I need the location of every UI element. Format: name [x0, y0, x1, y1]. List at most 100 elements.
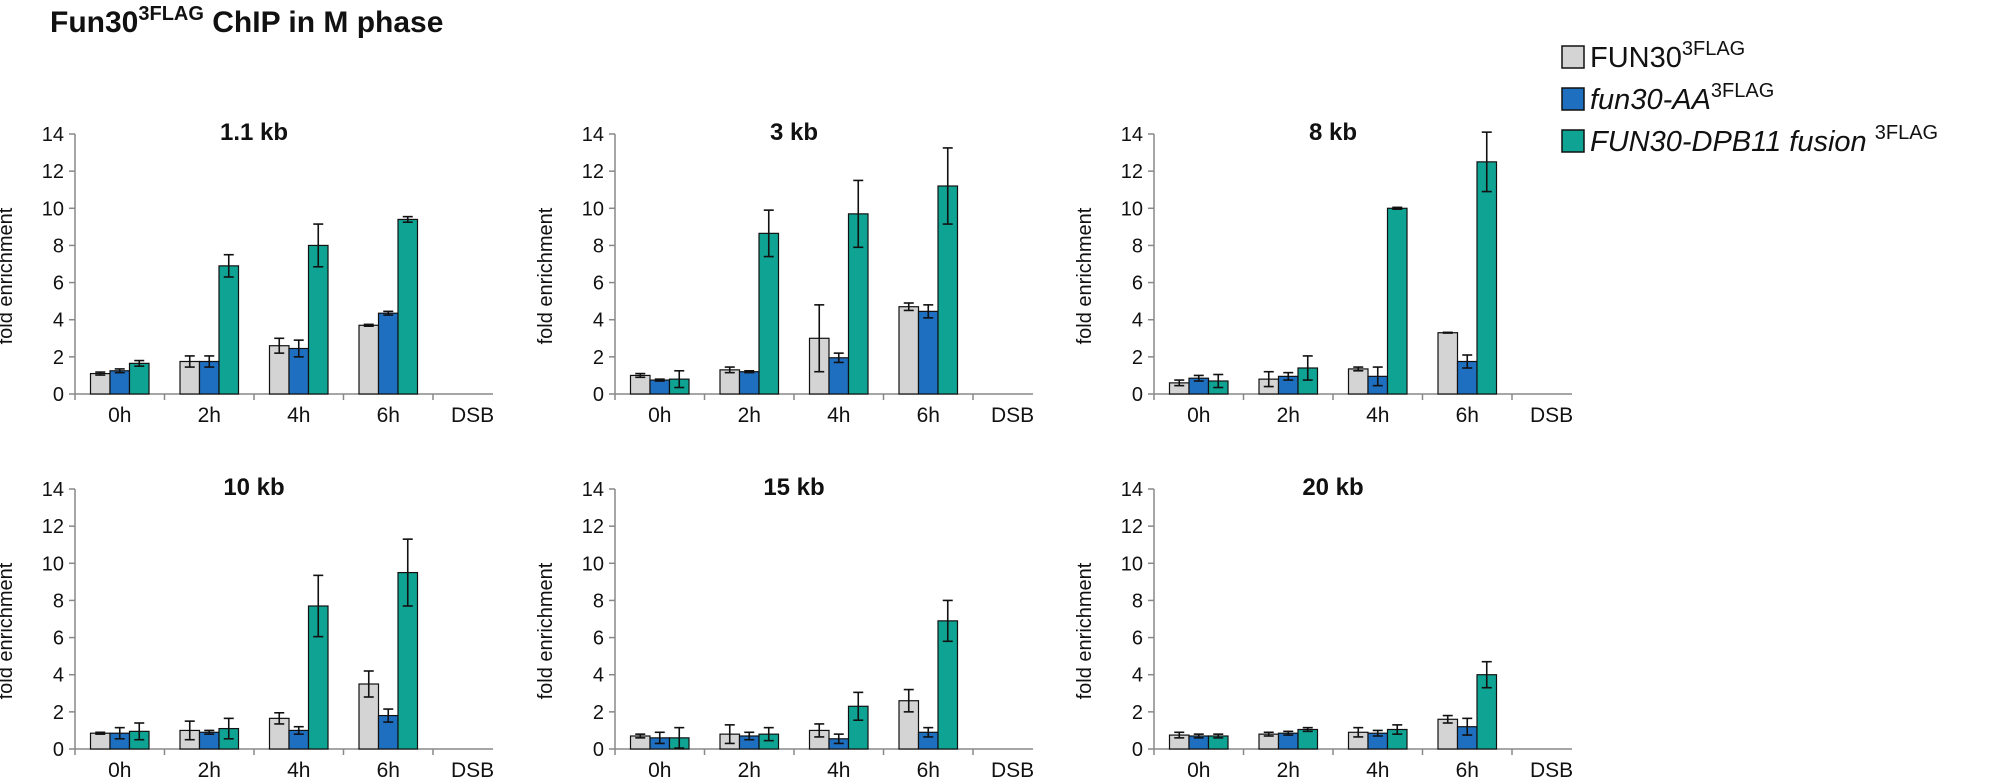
- x-category-label: 4h: [287, 759, 310, 781]
- chart-panel-2: 0 2 4 6 8 10 12 14 0h 2h 4h 6h DSB fold enrichment 8 k…: [1074, 119, 1573, 427]
- x-category-label: 4h: [1366, 759, 1389, 781]
- y-tick-label: 12: [42, 161, 64, 183]
- y-tick-label: 0: [1132, 739, 1143, 761]
- y-tick-label: 10: [1121, 553, 1143, 575]
- bar-6h-s0: [1437, 332, 1459, 395]
- bar-4h-s2: [307, 244, 329, 395]
- y-axis-label: fold enrichment: [1074, 562, 1096, 699]
- panel-title: 15 kb: [763, 474, 824, 501]
- y-tick-label: 2: [593, 347, 604, 369]
- y-tick-label: 6: [593, 628, 604, 650]
- y-tick-label: 12: [1121, 161, 1143, 183]
- legend-sup-0: 3FLAG: [1682, 38, 1745, 60]
- legend-swatch-2: [1561, 129, 1585, 153]
- y-tick-label: 2: [593, 702, 604, 724]
- bar-6h-s2: [397, 218, 419, 395]
- y-tick-label: 6: [1132, 273, 1143, 295]
- bar-2h-s2: [1297, 728, 1319, 750]
- y-tick-label: 10: [42, 553, 64, 575]
- x-category-label: 4h: [827, 404, 850, 427]
- x-category-label: 6h: [917, 404, 940, 427]
- x-category-label: 2h: [1277, 759, 1300, 781]
- legend-name-2: FUN30-DPB11 fusion: [1590, 126, 1875, 158]
- y-tick-label: 12: [42, 516, 64, 538]
- x-category-label: 2h: [738, 404, 761, 427]
- y-tick-label: 8: [593, 235, 604, 257]
- bar-2h-s0: [719, 369, 741, 395]
- panel-title: 20 kb: [1302, 474, 1363, 501]
- chart-panel-1: 0 2 4 6 8 10 12 14 0h 2h 4h 6h DSB fold enrichment 3 k…: [535, 119, 1034, 427]
- bar-6h-s1: [917, 310, 939, 395]
- y-tick-label: 4: [53, 310, 64, 332]
- y-axis-label: fold enrichment: [1074, 207, 1096, 344]
- bar-4h-s0: [1347, 368, 1369, 395]
- bar-0h-s0: [89, 372, 111, 395]
- y-tick-label: 2: [1132, 702, 1143, 724]
- x-category-label: 0h: [108, 404, 131, 427]
- y-axis-label: fold enrichment: [0, 562, 17, 699]
- x-category-label: 0h: [1187, 404, 1210, 427]
- y-axis-label: fold enrichment: [535, 562, 557, 699]
- x-category-label: 0h: [648, 404, 671, 427]
- legend-label-0: FUN303FLAG: [1590, 38, 1745, 74]
- panel-title: 3 kb: [770, 119, 818, 146]
- y-axis-label: fold enrichment: [0, 207, 17, 344]
- y-tick-label: 2: [53, 347, 64, 369]
- y-tick-label: 14: [1121, 479, 1143, 501]
- y-tick-label: 14: [42, 124, 64, 146]
- y-tick-label: 0: [593, 739, 604, 761]
- x-category-label: 6h: [377, 759, 400, 781]
- x-category-label: 6h: [1456, 759, 1479, 781]
- y-tick-label: 2: [53, 702, 64, 724]
- y-tick-label: 0: [1132, 384, 1143, 406]
- y-tick-label: 8: [53, 235, 64, 257]
- y-tick-label: 0: [53, 739, 64, 761]
- x-category-label: 4h: [827, 759, 850, 781]
- bar-6h-s0: [898, 306, 920, 395]
- bar-2h-s2: [218, 265, 240, 395]
- bar-0h-s0: [629, 374, 651, 395]
- bar-0h-s0: [89, 732, 111, 750]
- x-category-label: 0h: [108, 759, 131, 781]
- x-category-label: 2h: [738, 759, 761, 781]
- panel-title: 8 kb: [1309, 119, 1357, 146]
- x-category-label: 4h: [287, 404, 310, 427]
- x-category-label: 6h: [1456, 404, 1479, 427]
- bar-6h-s1: [377, 312, 399, 395]
- y-tick-label: 8: [1132, 235, 1143, 257]
- chart-panels: 0 2 4 6 8 10 12 14 0h 2h 4h 6h DSB fold enrichment 1.1…: [0, 119, 1573, 781]
- x-category-label: 2h: [198, 404, 221, 427]
- x-axis-label: DSB: [451, 404, 494, 427]
- y-tick-label: 6: [593, 273, 604, 295]
- y-tick-label: 4: [1132, 310, 1143, 332]
- x-category-label: 2h: [198, 759, 221, 781]
- bar-0h-s2: [128, 362, 150, 395]
- chart-panel-0: 0 2 4 6 8 10 12 14 0h 2h 4h 6h DSB fold enrichment 1.1…: [0, 119, 494, 427]
- legend-swatch-1: [1561, 87, 1585, 111]
- x-category-label: 0h: [1187, 759, 1210, 781]
- legend-label-2: FUN30-DPB11 fusion 3FLAG: [1590, 122, 1938, 158]
- y-tick-label: 10: [42, 198, 64, 220]
- y-tick-label: 4: [53, 665, 64, 687]
- x-category-label: 2h: [1277, 404, 1300, 427]
- legend-swatch-0: [1561, 45, 1585, 69]
- y-tick-label: 14: [582, 124, 604, 146]
- y-tick-label: 6: [1132, 628, 1143, 650]
- x-category-label: 4h: [1366, 404, 1389, 427]
- y-tick-label: 4: [593, 310, 604, 332]
- y-tick-label: 14: [42, 479, 64, 501]
- x-category-label: 0h: [648, 759, 671, 781]
- y-tick-label: 6: [53, 628, 64, 650]
- legend-name-1: fun30-AA: [1590, 84, 1711, 116]
- bar-6h-s2: [1476, 161, 1498, 395]
- y-tick-label: 10: [582, 553, 604, 575]
- figure-title: Fun303FLAG ChIP in M phase: [50, 3, 443, 39]
- panel-title: 1.1 kb: [220, 119, 288, 146]
- y-axis-label: fold enrichment: [535, 207, 557, 344]
- panel-title: 10 kb: [223, 474, 284, 501]
- chart-panel-3: 0 2 4 6 8 10 12 14 0h 2h 4h 6h DSB fold enrichment 10 …: [0, 474, 494, 781]
- legend-sup-2: 3FLAG: [1875, 122, 1938, 144]
- y-tick-label: 12: [582, 161, 604, 183]
- y-tick-label: 0: [53, 384, 64, 406]
